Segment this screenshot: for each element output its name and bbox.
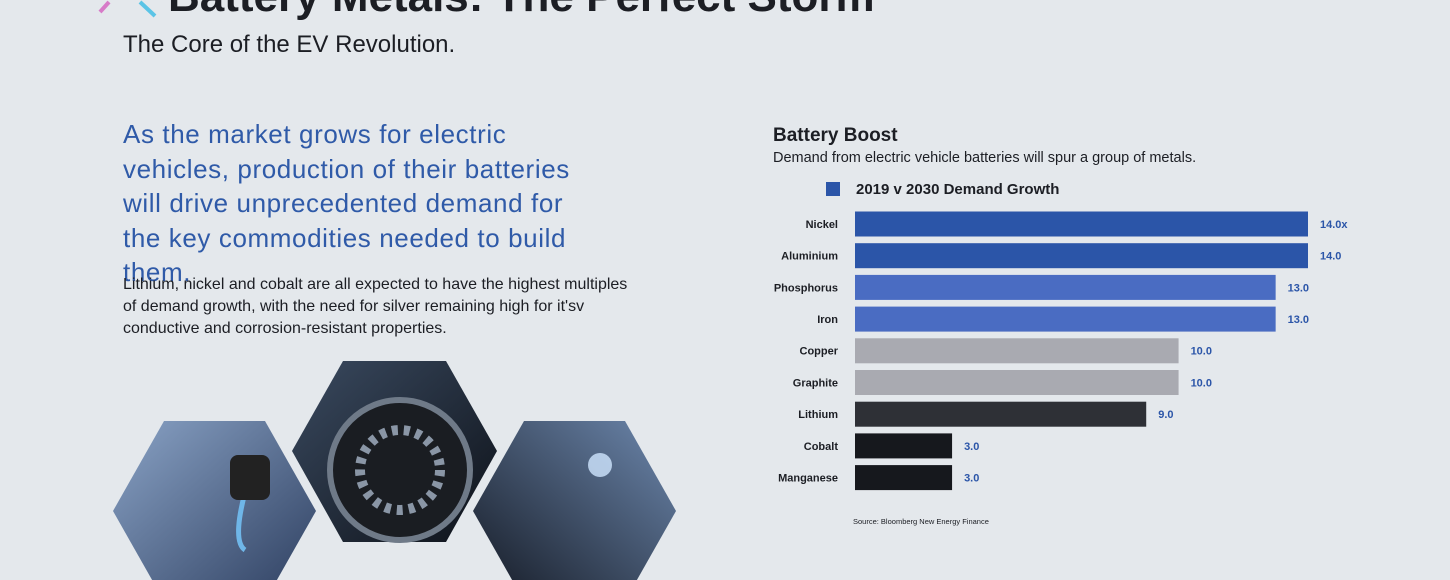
wheel-spokes (355, 425, 445, 515)
category-label: Manganese (778, 473, 838, 485)
wheel (327, 397, 473, 543)
bar (855, 401, 1147, 427)
page-subtitle: The Core of the EV Revolution. (123, 31, 456, 58)
bar (855, 370, 1179, 395)
value-label: 13.0 (1288, 314, 1309, 326)
value-label: 9.0 (1158, 409, 1173, 421)
value-label: 3.0 (964, 473, 979, 485)
bar (855, 243, 1308, 269)
value-label: 13.0 (1288, 282, 1309, 294)
value-label: 10.0 (1191, 346, 1212, 358)
bar (855, 211, 1308, 237)
logo-stroke (138, 0, 157, 18)
page-title: Battery Metals: The Perfect Storm (168, 0, 875, 22)
bar (855, 465, 953, 491)
chart-subtitle: Demand from electric vehicle batteries w… (773, 150, 1196, 166)
bar (855, 306, 1276, 332)
bar (855, 274, 1276, 300)
legend-label: 2019 v 2030 Demand Growth (856, 181, 1059, 198)
photo-collage (113, 361, 676, 580)
category-label: Copper (800, 346, 839, 358)
legend-swatch (826, 182, 840, 196)
bar (855, 433, 953, 459)
charger (230, 455, 270, 500)
category-label: Phosphorus (774, 282, 838, 294)
category-label: Cobalt (804, 441, 839, 453)
logo-stroke (98, 0, 111, 14)
body-text: Lithium, nickel and cobalt are all expec… (123, 276, 628, 337)
category-label: Aluminium (781, 251, 838, 263)
value-label: 14.0 (1320, 251, 1341, 263)
source-note: Source: Bloomberg New Energy Finance (853, 517, 989, 526)
headline: As the market grows for electric vehicle… (123, 119, 570, 287)
category-label: Lithium (798, 409, 838, 421)
bar (855, 338, 1179, 364)
category-label: Iron (817, 314, 838, 326)
headlight (588, 453, 612, 477)
chart-title: Battery Boost (773, 125, 898, 146)
value-label: 14.0x (1320, 219, 1348, 231)
logo (98, 0, 157, 18)
hexagon-photo (473, 421, 676, 580)
category-label: Graphite (793, 377, 838, 389)
value-label: 10.0 (1191, 377, 1212, 389)
category-label: Nickel (806, 219, 838, 231)
value-label: 3.0 (964, 441, 979, 453)
